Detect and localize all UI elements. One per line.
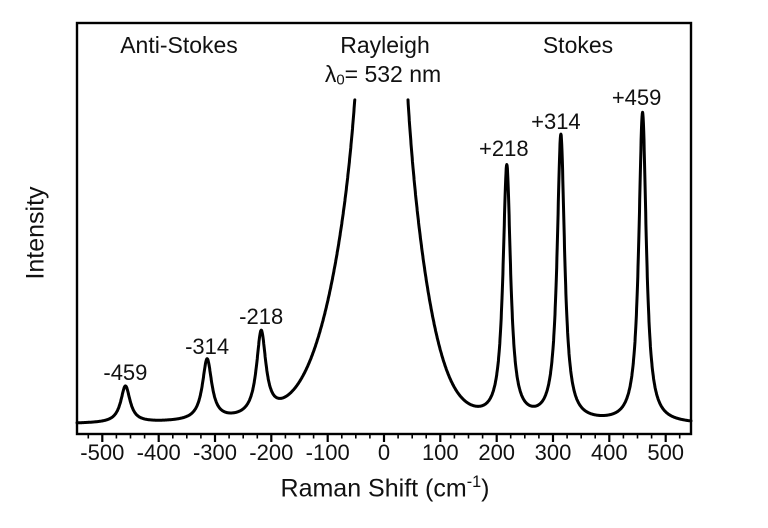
peak-label: +459 <box>611 85 662 110</box>
lambda-subscript: 0 <box>336 71 345 89</box>
peak-label: -218 <box>239 304 284 329</box>
x-axis-label-superscript: -1 <box>466 473 482 491</box>
lambda-symbol: λ <box>324 61 337 87</box>
y-axis-label: Intensity <box>21 186 50 280</box>
x-tick-label: 200 <box>478 440 516 465</box>
annotation-anti-stokes: Anti-Stokes <box>120 32 238 58</box>
x-tick-label: 400 <box>590 440 628 465</box>
x-tick-label: 100 <box>421 440 459 465</box>
laser-wavelength-value: = 532 nm <box>344 61 442 87</box>
annotation-stokes: Stokes <box>542 32 614 58</box>
x-tick-label: -100 <box>305 440 350 465</box>
peak-label: +218 <box>479 136 529 161</box>
peak-label: +314 <box>531 109 581 134</box>
x-axis-label-text: Raman Shift (cm <box>280 474 467 503</box>
x-tick-label: 0 <box>377 440 391 465</box>
x-tick-label: -200 <box>249 440 294 465</box>
spectrum-curve <box>75 98 693 425</box>
x-axis-label: Raman Shift (cm-1) <box>281 473 490 503</box>
x-axis-label-close: ) <box>481 474 490 503</box>
x-tick-label: -300 <box>192 440 238 465</box>
x-tick-label: -400 <box>136 440 181 465</box>
peak-label: -314 <box>185 334 230 359</box>
annotation-rayleigh: Rayleigh <box>340 32 430 58</box>
plot-border <box>75 21 693 436</box>
x-tick-label: 500 <box>647 440 685 465</box>
x-tick-label: -500 <box>80 440 125 465</box>
peak-label: -459 <box>103 360 148 385</box>
annotation-laser-wavelength: λ0= 532 nm <box>324 61 442 89</box>
x-tick-label: 300 <box>534 440 572 465</box>
